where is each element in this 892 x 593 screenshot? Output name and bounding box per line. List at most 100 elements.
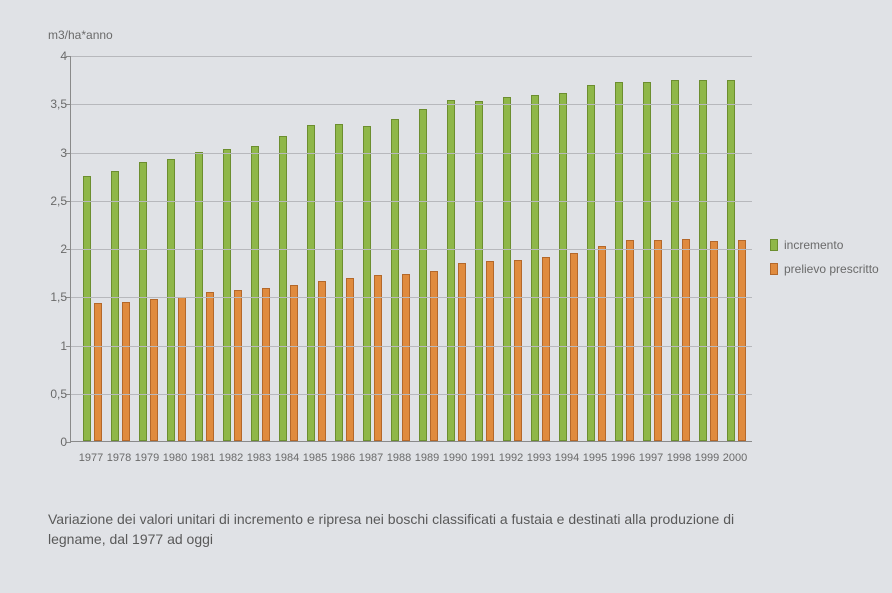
bar-group [391, 55, 410, 441]
x-tick-label: 1993 [527, 452, 551, 464]
page: m3/ha*anno 00,511,522,533,54 19771978197… [0, 0, 892, 593]
bar-prelievo [206, 292, 214, 441]
bar-prelievo [346, 278, 354, 441]
bar-prelievo [150, 299, 158, 441]
y-tick-label: 2,5 [47, 194, 67, 208]
bar-group [195, 55, 214, 441]
legend-swatch-orange [770, 263, 778, 275]
bar-prelievo [682, 239, 690, 441]
x-tick-label: 1987 [359, 452, 383, 464]
gridline [71, 56, 752, 57]
x-tick-label: 1995 [583, 452, 607, 464]
legend-swatch-green [770, 239, 778, 251]
x-tick-label: 1977 [79, 452, 103, 464]
bar-group [671, 55, 690, 441]
bar-group [307, 55, 326, 441]
bar-group [587, 55, 606, 441]
bar-incremento [559, 93, 567, 441]
bar-group [279, 55, 298, 441]
bar-incremento [83, 176, 91, 441]
bar-prelievo [94, 303, 102, 441]
bar-group [643, 55, 662, 441]
plot-area: 00,511,522,533,54 [70, 56, 752, 442]
y-tick-label: 4 [47, 49, 67, 63]
bar-prelievo [122, 302, 130, 441]
gridline [71, 249, 752, 250]
bar-incremento [279, 136, 287, 441]
gridline [71, 153, 752, 154]
bar-group [139, 55, 158, 441]
bar-prelievo [318, 281, 326, 441]
chart-caption: Variazione dei valori unitari di increme… [48, 510, 768, 549]
bar-group [475, 55, 494, 441]
bar-group [83, 55, 102, 441]
gridline [71, 201, 752, 202]
bar-incremento [615, 82, 623, 441]
y-tick-label: 1 [47, 339, 67, 353]
x-tick-label: 1985 [303, 452, 327, 464]
legend-label: prelievo prescritto [784, 262, 879, 276]
x-tick-label: 1988 [387, 452, 411, 464]
bar-incremento [223, 149, 231, 441]
x-tick-label: 2000 [723, 452, 747, 464]
legend: incremento prelievo prescritto [770, 238, 879, 286]
bar-group [363, 55, 382, 441]
x-tick-label: 1991 [471, 452, 495, 464]
bar-incremento [419, 109, 427, 441]
bar-prelievo [738, 240, 746, 441]
bar-group [335, 55, 354, 441]
bar-group [419, 55, 438, 441]
bar-prelievo [570, 253, 578, 441]
bar-prelievo [458, 263, 466, 441]
legend-label: incremento [784, 238, 843, 252]
x-tick-label: 1984 [275, 452, 299, 464]
bar-prelievo [514, 260, 522, 441]
bar-group [167, 55, 186, 441]
bar-prelievo [542, 257, 550, 441]
x-tick-label: 1982 [219, 452, 243, 464]
bar-group [559, 55, 578, 441]
bar-prelievo [234, 290, 242, 442]
chart-area: 00,511,522,533,54 1977 1978 1979 1980 1981 19… [48, 56, 752, 464]
bar-prelievo [626, 240, 634, 441]
gridline [71, 346, 752, 347]
bar-incremento [727, 80, 735, 441]
bar-prelievo [598, 246, 606, 441]
bar-prelievo [486, 261, 494, 441]
y-tick-label: 0 [47, 435, 67, 449]
x-tick-label: 1992 [499, 452, 523, 464]
bar-incremento [643, 82, 651, 441]
x-tick-label: 1986 [331, 452, 355, 464]
x-tick-label: 1981 [191, 452, 215, 464]
x-tick-label: 1979 [135, 452, 159, 464]
bar-prelievo [290, 285, 298, 441]
bar-group [251, 55, 270, 441]
gridline [71, 297, 752, 298]
y-tick-label: 2 [47, 242, 67, 256]
bar-incremento [251, 146, 259, 441]
bar-incremento [671, 80, 679, 441]
bar-incremento [447, 100, 455, 441]
y-tick-label: 1,5 [47, 290, 67, 304]
bar-group [699, 55, 718, 441]
bar-incremento [699, 80, 707, 441]
bar-group [503, 55, 522, 441]
bar-group [223, 55, 242, 441]
y-tick-label: 0,5 [47, 387, 67, 401]
x-tick-label: 1997 [639, 452, 663, 464]
gridline [71, 104, 752, 105]
legend-item-incremento: incremento [770, 238, 879, 252]
x-tick-label: 1980 [163, 452, 187, 464]
bar-group [727, 55, 746, 441]
bar-prelievo [262, 288, 270, 441]
bar-incremento [531, 95, 539, 441]
bar-group [531, 55, 550, 441]
x-tick-label: 1994 [555, 452, 579, 464]
bar-incremento [391, 119, 399, 441]
bar-group [447, 55, 466, 441]
legend-item-prelievo: prelievo prescritto [770, 262, 879, 276]
bar-prelievo [710, 241, 718, 441]
bar-group [111, 55, 130, 441]
x-tick-label: 1978 [107, 452, 131, 464]
gridline [71, 394, 752, 395]
